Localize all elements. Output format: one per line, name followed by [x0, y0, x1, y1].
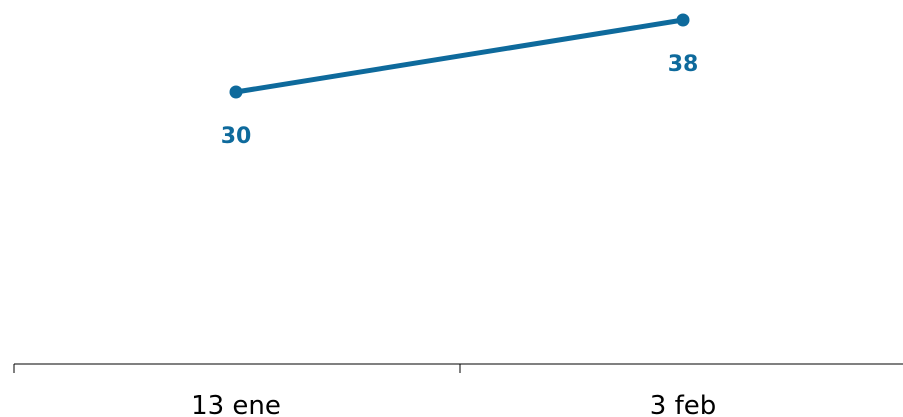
- data-label-13-ene: 30: [221, 124, 252, 149]
- x-tick-label-3-feb: 3 feb: [650, 391, 716, 417]
- data-label-3-feb: 38: [668, 52, 699, 77]
- x-tick-label-13-ene: 13 ene: [191, 391, 281, 417]
- data-point-3-feb: [676, 13, 690, 27]
- series-line: [233, 17, 686, 95]
- data-point-13-ene: [229, 85, 243, 99]
